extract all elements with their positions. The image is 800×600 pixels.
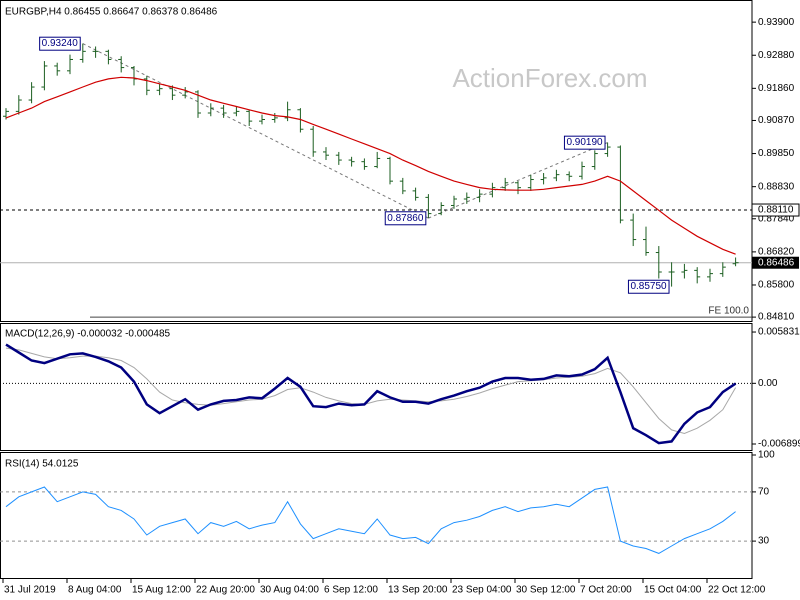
panel-title: RSI(14) 54.0125: [5, 459, 79, 470]
y-tick-label: 0.00: [758, 378, 778, 389]
y-tick-label: 0.93900: [758, 17, 795, 28]
rsi-panel: [0, 452, 753, 579]
y-tick-label: 0.91860: [758, 83, 795, 94]
x-tick-label: 30 Aug 04:00: [260, 585, 319, 596]
macd-line: [5, 347, 737, 435]
y-tick-label: 0.85800: [758, 280, 795, 291]
y-tick-label: 0.87840: [758, 213, 795, 224]
y-tick-label: 0.90870: [758, 115, 795, 126]
level-label-box: [751, 203, 800, 217]
y-tick-label: 0.89850: [758, 148, 795, 159]
x-tick-label: 15 Aug 12:00: [132, 585, 191, 596]
x-tick-label: 15 Oct 04:00: [644, 585, 702, 596]
trend-line: [428, 142, 608, 219]
swing-label-box: [627, 279, 670, 294]
y-tick-label: 0.92880: [758, 50, 795, 61]
x-tick-label: 22 Aug 20:00: [196, 585, 255, 596]
y-tick-label: -0.006899: [758, 439, 800, 450]
x-tick-label: 8 Aug 04:00: [68, 585, 122, 596]
macd-panel: [0, 323, 753, 451]
panel-title: EURGBP,H4 0.86455 0.86647 0.86378 0.8648…: [5, 7, 218, 18]
y-tick-label: 0.86820: [758, 247, 795, 258]
level-label: 0.88110: [758, 205, 794, 216]
rsi-line: [5, 486, 736, 554]
swing-label: 0.90190: [566, 137, 603, 148]
y-tick-label: 0.84810: [758, 312, 795, 323]
x-tick-label: 13 Sep 20:00: [388, 585, 448, 596]
swing-label: 0.87860: [387, 213, 424, 224]
y-tick-label: 30: [758, 536, 770, 547]
panel-title: MACD(12,26,9) -0.000032 -0.000485: [5, 329, 171, 340]
x-tick-label: 7 Oct 20:00: [580, 585, 632, 596]
y-tick-label: 100: [758, 450, 775, 461]
y-tick-label: 70: [758, 487, 770, 498]
x-tick-label: 23 Sep 04:00: [452, 585, 512, 596]
y-tick-label: 0.88830: [758, 181, 795, 192]
last-price-label: 0.86486: [758, 257, 795, 268]
fe-label: FE 100.0: [708, 306, 749, 317]
macd-line: [5, 343, 737, 445]
last-price-box: [752, 256, 799, 269]
trend-line: [82, 43, 429, 219]
x-tick-label: 31 Jul 2019: [4, 585, 56, 596]
x-tick-label: 6 Sep 12:00: [324, 585, 378, 596]
x-tick-label: 22 Oct 12:00: [708, 585, 766, 596]
swing-label: 0.85750: [630, 281, 667, 292]
swing-label: 0.93240: [42, 38, 79, 49]
y-tick-label: 0.005831: [758, 327, 800, 338]
swing-label-box: [384, 211, 427, 226]
swing-label-box: [39, 36, 81, 51]
x-tick-label: 30 Sep 12:00: [516, 585, 576, 596]
price-panel: [0, 0, 753, 322]
moving-average: [5, 76, 736, 255]
swing-label-box: [563, 135, 606, 150]
watermark: ActionForex.com: [452, 63, 647, 93]
